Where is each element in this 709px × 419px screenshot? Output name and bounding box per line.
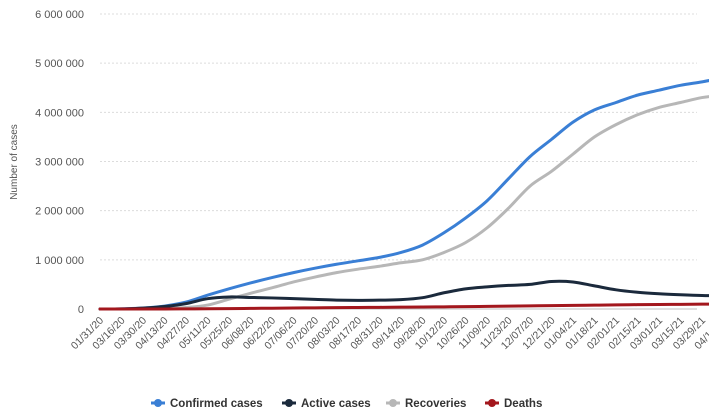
legend[interactable]: Confirmed cases Active cases Recoveries Dea… [151, 398, 542, 410]
x-axis: 01/31/2003/16/2003/30/2004/13/2004/27/20… [69, 315, 709, 353]
legend-dot-marker [285, 399, 293, 407]
gridlines [100, 13, 697, 310]
legend-item-recoveries[interactable]: Recoveries [386, 398, 466, 410]
y-tick-label: 1 000 000 [35, 255, 84, 267]
legend-item-confirmed-cases[interactable]: Confirmed cases [151, 398, 263, 410]
legend-item-deaths[interactable]: Deaths [485, 398, 542, 410]
y-tick-label: 2 000 000 [35, 206, 84, 218]
y-tick-label: 0 [78, 304, 84, 316]
legend-item-active-cases[interactable]: Active cases [282, 398, 371, 410]
y-tick-label: 6 000 000 [35, 9, 84, 21]
series-line-deaths[interactable] [98, 302, 709, 311]
legend-label: Confirmed cases [170, 398, 263, 410]
legend-dot-marker [154, 399, 162, 407]
y-tick-label: 5 000 000 [35, 58, 84, 70]
y-axis: 0 1 000 000 2 000 000 3 000 000 4 000 000 5 0… [35, 9, 84, 316]
series-line-active-cases[interactable] [98, 279, 709, 311]
legend-label: Active cases [301, 398, 371, 410]
series-line-confirmed-cases[interactable] [98, 75, 709, 311]
legend-label: Deaths [504, 398, 542, 410]
legend-dot-marker [488, 399, 496, 407]
legend-label: Recoveries [405, 398, 466, 410]
series-lines [98, 75, 709, 311]
series-line-recoveries[interactable] [98, 94, 709, 311]
y-tick-label: 3 000 000 [35, 157, 84, 169]
y-tick-label: 4 000 000 [35, 107, 84, 119]
y-axis-label: Number of cases [9, 124, 20, 200]
legend-dot-marker [389, 399, 397, 407]
